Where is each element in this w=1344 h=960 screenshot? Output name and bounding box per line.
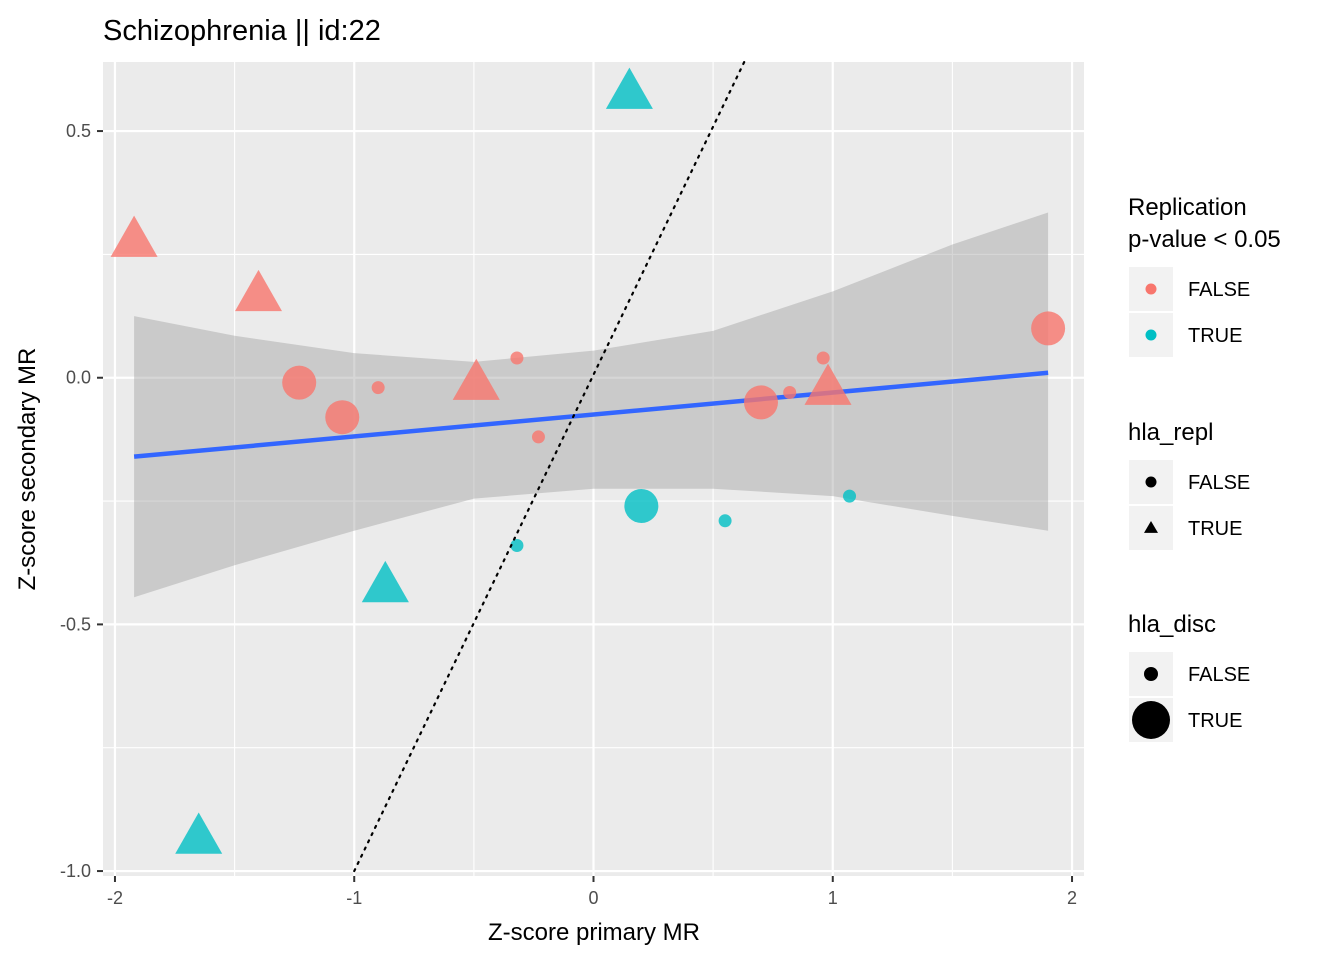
data-point-circle bbox=[531, 430, 545, 444]
data-point-triangle bbox=[235, 269, 282, 312]
legend-label: FALSE bbox=[1188, 664, 1250, 686]
legend-1: hla_repl FALSE TRUE bbox=[1128, 419, 1250, 550]
data-point-circle bbox=[718, 514, 732, 528]
data-point-circle bbox=[325, 400, 360, 435]
x-tick-label: 2 bbox=[1067, 888, 1077, 908]
legend-key-circle bbox=[1132, 701, 1170, 739]
confidence-band-area bbox=[134, 212, 1049, 598]
legend-title: hla_repl bbox=[1128, 419, 1213, 446]
data-point-circle bbox=[843, 489, 857, 503]
data-point-circle bbox=[624, 489, 659, 523]
y-axis-title: Z-score secondary MR bbox=[14, 348, 41, 591]
data-point-circle bbox=[510, 351, 524, 365]
data-point-circle bbox=[816, 351, 830, 365]
data-point-triangle bbox=[452, 358, 500, 400]
data-point-circle bbox=[743, 385, 778, 420]
legend-title: Replication bbox=[1128, 194, 1247, 221]
data-point-triangle bbox=[110, 215, 158, 257]
x-tick-label: 0 bbox=[588, 888, 598, 908]
grid-major bbox=[103, 62, 1084, 876]
fit-line bbox=[133, 370, 1049, 459]
legend-key-circle bbox=[1145, 283, 1157, 295]
reference-line bbox=[353, 60, 746, 873]
legend-label: TRUE bbox=[1188, 325, 1242, 347]
y-axis: -1.0 -0.5 0.0 0.5 bbox=[60, 121, 103, 881]
legend-key-circle bbox=[1145, 476, 1157, 488]
x-tick-label: -2 bbox=[107, 888, 123, 908]
y-tick-label: 0.0 bbox=[66, 368, 91, 388]
data-point-triangle bbox=[605, 67, 653, 109]
data-point-circle bbox=[783, 386, 797, 400]
legend-0: Replication p-value < 0.05 FALSE TRUE bbox=[1128, 194, 1281, 357]
reference-line-group bbox=[353, 60, 746, 873]
legend-label: TRUE bbox=[1188, 710, 1242, 732]
chart-title: Schizophrenia || id:22 bbox=[103, 15, 381, 47]
legend-label: FALSE bbox=[1188, 279, 1250, 301]
legend-title: p-value < 0.05 bbox=[1128, 226, 1281, 253]
data-point-triangle bbox=[361, 560, 409, 603]
data-point-triangle bbox=[175, 812, 223, 854]
y-tick-label: 0.5 bbox=[66, 121, 91, 141]
y-tick-label: -0.5 bbox=[60, 614, 91, 634]
x-axis-title: Z-score primary MR bbox=[488, 919, 700, 946]
y-tick-label: -1.0 bbox=[60, 861, 91, 881]
legend-key-circle bbox=[1144, 667, 1158, 681]
legend-2: hla_disc FALSE TRUE bbox=[1128, 611, 1250, 742]
x-tick-label: 1 bbox=[828, 888, 838, 908]
data-point-circle bbox=[282, 365, 317, 400]
confidence-band bbox=[134, 212, 1049, 598]
data-point-circle bbox=[510, 538, 524, 552]
data-point-circle bbox=[1031, 311, 1066, 346]
legend-title: hla_disc bbox=[1128, 611, 1216, 638]
x-axis: -2 -1 0 1 2 bbox=[107, 876, 1077, 908]
legend-label: FALSE bbox=[1188, 472, 1250, 494]
legend-label: TRUE bbox=[1188, 518, 1242, 540]
data-points bbox=[110, 67, 1066, 854]
data-point-circle bbox=[371, 381, 385, 395]
x-tick-label: -1 bbox=[346, 888, 362, 908]
fit-line-group bbox=[133, 370, 1049, 459]
data-point-triangle bbox=[804, 363, 852, 405]
legend-key-circle bbox=[1145, 329, 1157, 341]
legend-key-triangle bbox=[1144, 521, 1158, 533]
